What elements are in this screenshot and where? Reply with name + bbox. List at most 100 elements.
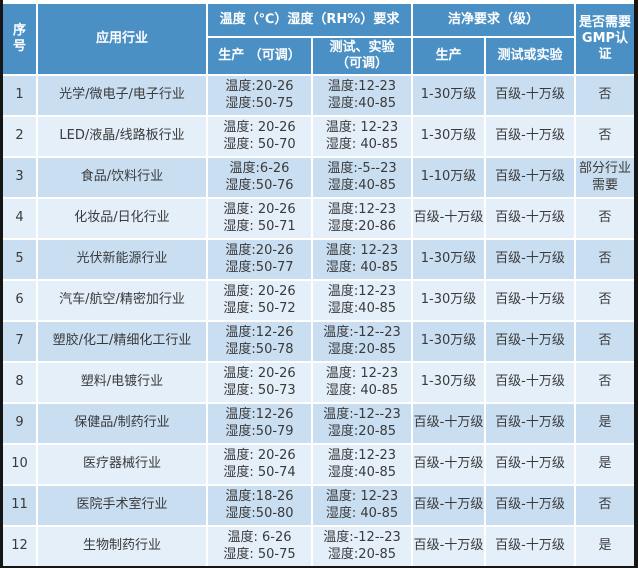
row-number-cell: 1 [3,76,36,115]
test-temp-humidity-cell: 温度: 12-23 湿度: 40-85 [313,363,411,402]
test-temp-humidity-cell: 温度:12-23 湿度:40-85 [313,281,411,320]
production-temp-line: 温度:20-26 [225,242,294,258]
industry-cell: 医院手术室行业 [38,486,206,525]
header-test-adjustable: 测试、实验 （可调） [313,38,411,74]
gmp-cell: 否 [576,281,634,320]
test-temp-humidity-cell: 温度:12-23 湿度:20-86 [313,199,411,238]
production-temp-humidity-cell: 温度:6-26 湿度:50-76 [208,158,311,197]
gmp-cell: 否 [576,322,634,361]
production-humidity-line: 湿度: 50-74 [223,464,296,480]
row-number-cell: 7 [3,322,36,361]
gmp-cell: 是 [576,445,634,484]
industry-cell: 医疗器械行业 [38,445,206,484]
production-humidity-line: 湿度:50-80 [225,505,294,521]
test-humidity-line: 湿度:40-85 [327,177,397,193]
test-humidity-line: 湿度: 40-85 [325,382,399,398]
test-humidity-line: 湿度:40-85 [327,300,397,316]
production-temp-line: 温度: 20-26 [223,201,296,217]
row-number-cell: 8 [3,363,36,402]
row-number-cell: 12 [3,527,36,566]
production-temp-humidity-cell: 温度: 20-26 湿度: 50-72 [208,281,311,320]
test-humidity-line: 湿度: 40-85 [325,136,399,152]
clean-production-cell: 1-30万级 [413,322,484,361]
header-gmp-line2: GMP认证 [581,30,629,63]
production-temp-line: 温度:12-26 [225,324,294,340]
production-humidity-line: 湿度: 50-71 [223,218,296,234]
production-humidity-line: 湿度:50-76 [225,177,294,193]
header-test-adjustable-line1: 测试、实验 [329,39,395,55]
production-temp-humidity-cell: 温度: 20-26 湿度: 50-70 [208,117,311,156]
test-temp-line: 温度:-12--23 [323,324,401,340]
test-temp-humidity-cell: 温度: 12-23 湿度: 40-85 [313,240,411,279]
row-number-cell: 4 [3,199,36,238]
production-temp-line: 温度:18-26 [225,488,294,504]
production-temp-line: 温度:20-26 [225,78,294,94]
gmp-cell: 是 [576,527,634,566]
header-temp-humidity-group: 温度（℃）湿度（RH%）要求 [208,4,411,36]
row-number-cell: 10 [3,445,36,484]
table-row: 8 塑料/电镀行业 温度: 20-26 湿度: 50-73 温度: 12-23 … [3,363,634,402]
production-humidity-line: 湿度:50-78 [225,341,294,357]
industry-cell: 保健品/制药行业 [38,404,206,443]
gmp-cell: 部分行业需要 [576,158,634,197]
test-humidity-line: 湿度:20-85 [327,423,397,439]
table-row: 6 汽车/航空/精密加行业 温度: 20-26 湿度: 50-72 温度:12-… [3,281,634,320]
clean-production-cell: 1-30万级 [413,363,484,402]
production-temp-humidity-cell: 温度:18-26 湿度:50-80 [208,486,311,525]
clean-test-cell: 百级-十万级 [486,486,574,525]
production-humidity-line: 湿度:50-79 [225,423,294,439]
production-temp-humidity-cell: 温度: 20-26 湿度: 50-74 [208,445,311,484]
production-temp-humidity-cell: 温度:12-26 湿度:50-79 [208,404,311,443]
table-row: 7 塑胶/化工/精细化工行业 温度:12-26 湿度:50-78 温度:-12-… [3,322,634,361]
clean-test-cell: 百级-十万级 [486,404,574,443]
gmp-cell: 否 [576,240,634,279]
industry-cell: LED/液晶/线路板行业 [38,117,206,156]
clean-production-cell: 百级-十万级 [413,486,484,525]
test-temp-humidity-cell: 温度:12-23 湿度:40-85 [313,445,411,484]
header-clean-group: 洁净要求（级） [413,4,574,36]
test-temp-humidity-cell: 温度:-12--23 湿度:20-85 [313,527,411,566]
table-header: 序 号 应用行业 温度（℃）湿度（RH%）要求 洁净要求（级） 是否需要 GMP… [3,4,634,74]
production-temp-line: 温度: 6-26 [227,529,292,545]
production-temp-humidity-cell: 温度: 20-26 湿度: 50-73 [208,363,311,402]
clean-production-cell: 1-30万级 [413,76,484,115]
gmp-cell: 否 [576,199,634,238]
clean-test-cell: 百级-十万级 [486,240,574,279]
row-number-cell: 3 [3,158,36,197]
production-temp-line: 温度:12-26 [225,406,294,422]
test-humidity-line: 湿度: 40-85 [325,259,399,275]
table-row: 3 食品/饮料行业 温度:6-26 湿度:50-76 温度:-5--23 湿度:… [3,158,634,197]
production-humidity-line: 湿度: 50-73 [223,382,296,398]
test-temp-line: 温度:-12--23 [323,529,401,545]
clean-production-cell: 1-30万级 [413,240,484,279]
test-humidity-line: 湿度: 40-85 [325,505,399,521]
row-number-cell: 5 [3,240,36,279]
clean-test-cell: 百级-十万级 [486,76,574,115]
row-number-cell: 9 [3,404,36,443]
header-test-adjustable-line2: （可调） [335,56,388,71]
header-gmp: 是否需要 GMP认证 [576,4,634,74]
gmp-cell: 否 [576,363,634,402]
industry-cell: 塑胶/化工/精细化工行业 [38,322,206,361]
production-humidity-line: 湿度:50-75 [225,95,294,111]
clean-production-cell: 百级-十万级 [413,199,484,238]
clean-test-cell: 百级-十万级 [486,527,574,566]
production-temp-humidity-cell: 温度: 6-26 湿度: 50-75 [208,527,311,566]
table-row: 1 光学/微电子/电子行业 温度:20-26 湿度:50-75 温度:12-23… [3,76,634,115]
table-row: 11 医院手术室行业 温度:18-26 湿度:50-80 温度: 12-23 湿… [3,486,634,525]
clean-production-cell: 百级-十万级 [413,445,484,484]
clean-production-cell: 1-10万级 [413,158,484,197]
table-row: 9 保健品/制药行业 温度:12-26 湿度:50-79 温度:-12--23 … [3,404,634,443]
header-production-adjustable: 生产 （可调） [208,38,311,74]
row-number-cell: 6 [3,281,36,320]
test-temp-line: 温度:-5--23 [327,160,397,176]
table-row: 10 医疗器械行业 温度: 20-26 湿度: 50-74 温度:12-23 湿… [3,445,634,484]
production-humidity-line: 湿度: 50-72 [223,300,296,316]
table-row: 4 化妆品/日化行业 温度: 20-26 湿度: 50-71 温度:12-23 … [3,199,634,238]
test-temp-line: 温度: 12-23 [325,365,399,381]
production-temp-humidity-cell: 温度: 20-26 湿度: 50-71 [208,199,311,238]
production-humidity-line: 湿度:50-77 [225,259,294,275]
industry-cell: 光伏新能源行业 [38,240,206,279]
production-temp-line: 温度: 20-26 [223,283,296,299]
